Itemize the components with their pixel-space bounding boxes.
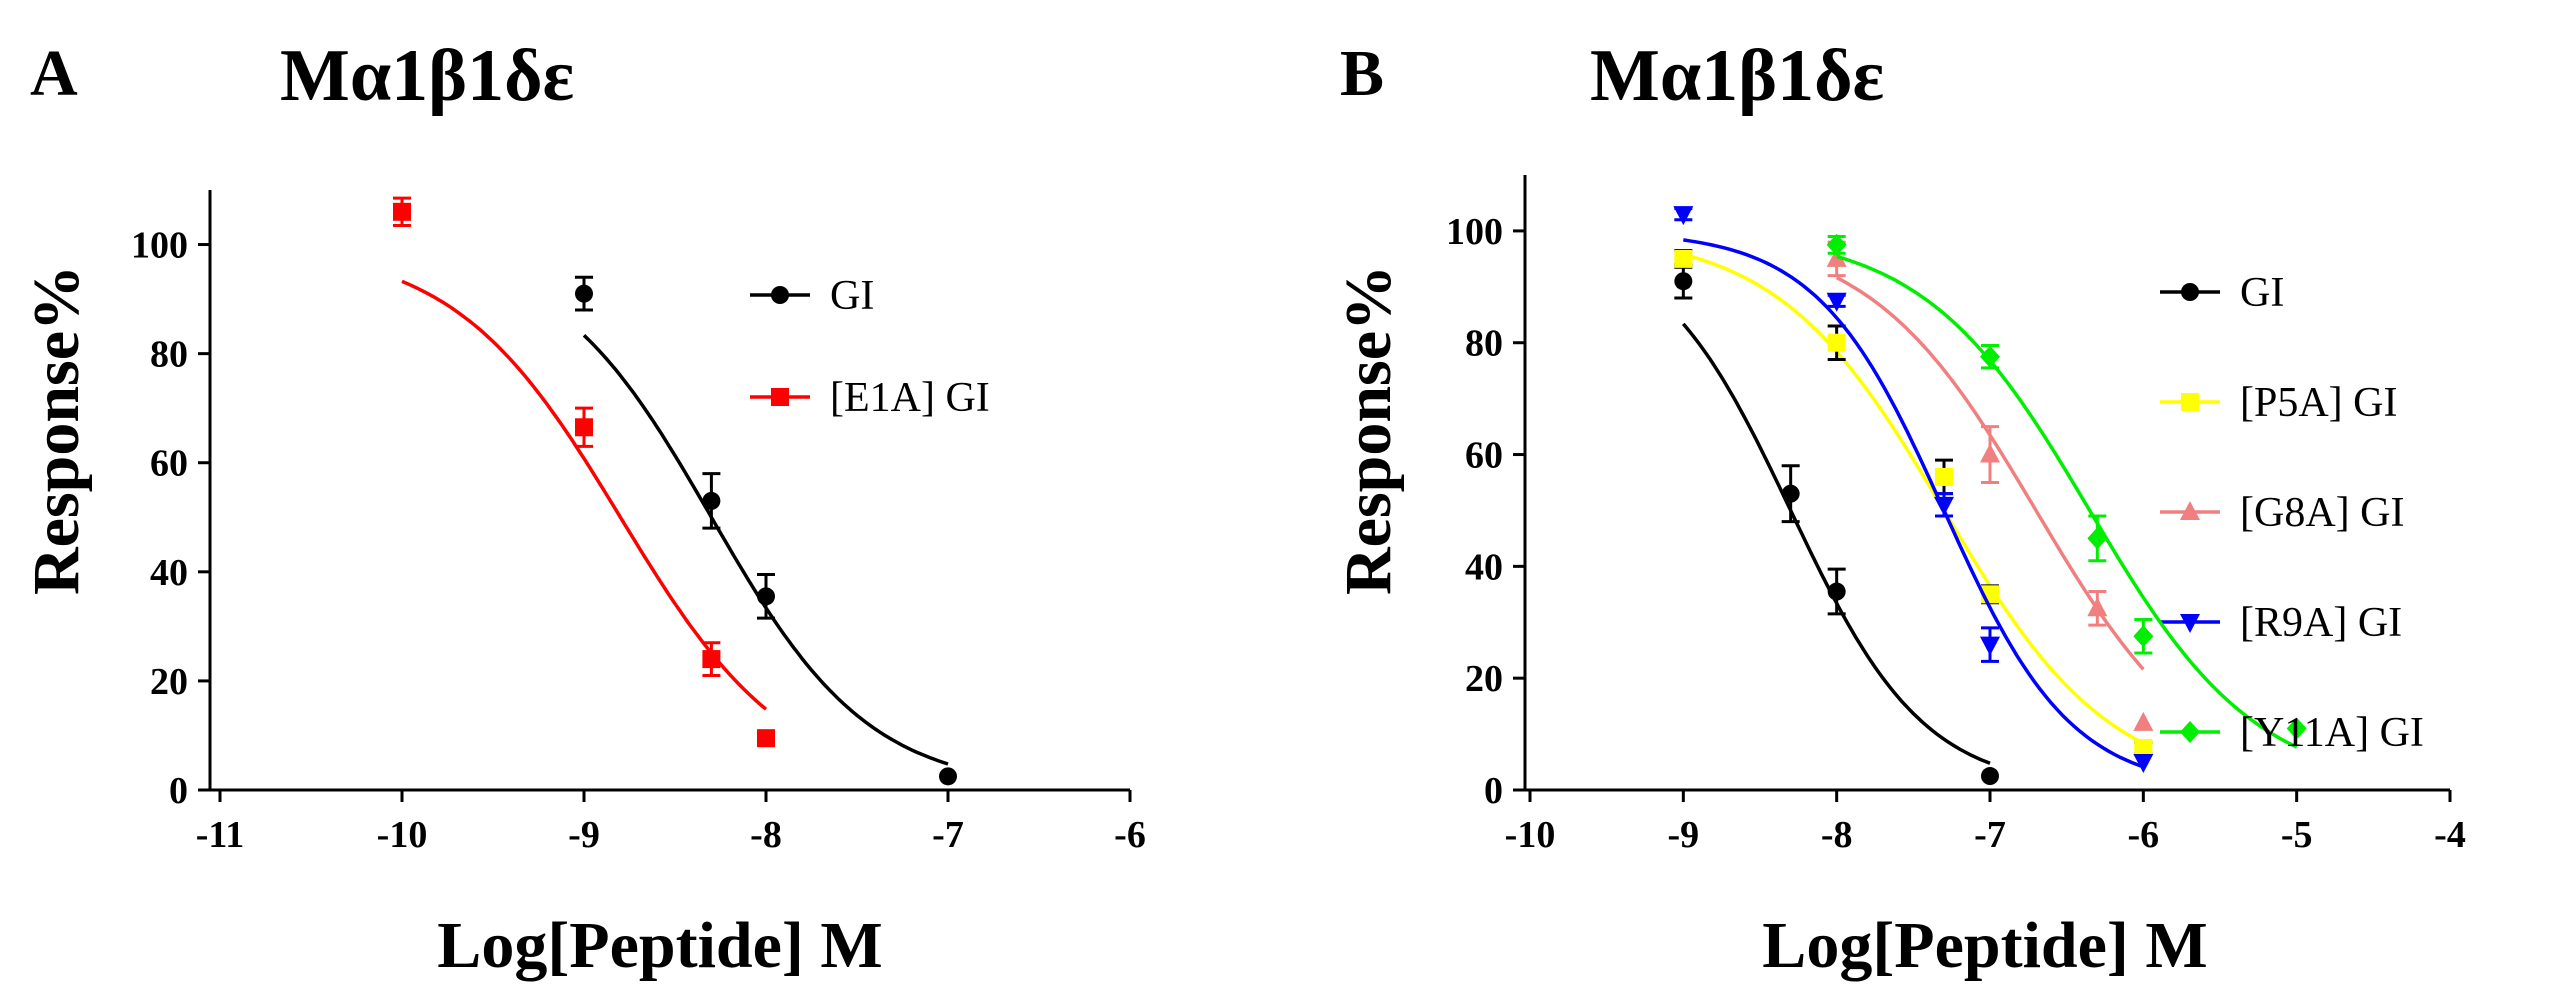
panel-a-series-0-point: [702, 491, 721, 510]
panel-b-y-tick-label: 40: [1465, 546, 1503, 588]
panel-a-y-tick-label: 40: [150, 552, 188, 594]
panel-b-series-2-point: [2087, 597, 2108, 617]
panel-b-series-4-point: [2087, 527, 2108, 550]
panel-b-series-4-legend-marker: [2180, 721, 2200, 743]
panel-a-y-tick-label: 60: [150, 443, 188, 485]
panel-b-series-1-legend-label: [P5A] GI: [2240, 380, 2397, 426]
panel-a-x-axis-title: Log[Peptide] M: [437, 909, 882, 982]
panel-a-series-1-point: [575, 418, 593, 437]
panel-b-series-3-point: [1934, 496, 1954, 516]
panel-b-y-tick-label: 60: [1465, 435, 1503, 477]
panel-b-series-2-legend-marker: [2180, 501, 2200, 520]
panel-b-series-4-point: [1980, 345, 2000, 368]
panel-a-series-0-legend-label: GI: [830, 273, 874, 319]
panel-letter-a: A: [30, 37, 78, 110]
panel-a-title: Mα1β1δε: [280, 35, 574, 117]
panel-b-series-3-point: [1673, 206, 1694, 226]
panel-b-series-1-point: [1827, 333, 1846, 352]
panel-b-series-4-point: [1826, 233, 1847, 256]
panel-b-x-tick-label: -8: [1821, 814, 1853, 856]
panel-b-series-1-point: [1674, 249, 1693, 268]
panel-b-series-1-point: [1935, 467, 1953, 486]
panel-a-plot-area: 0 20 40 60 80 100 -11 -10 -9 -8 -7 -6 GI [E1A] GI: [131, 190, 1146, 856]
panel-b-series-0-fit-curve: [1681, 322, 1991, 765]
panel-a-x-tick-label: -7: [932, 814, 964, 856]
panel-a-series-1-fit-curve: [401, 279, 768, 711]
panel-b-series-3-legend-label: [R9A] GI: [2240, 600, 2402, 646]
panel-b-series-3-legend-marker: [2180, 614, 2200, 633]
panel-b-series-3-point: [1826, 292, 1847, 312]
panel-a-y-tick-label: 0: [169, 770, 188, 812]
panel-a-series-1-legend-marker: [771, 388, 789, 406]
panel-b-series-3-point: [2133, 754, 2154, 774]
panel-a-series-1-point: [393, 202, 411, 221]
panel-b-series-0-legend-marker: [2181, 283, 2199, 301]
panel-a-series-0-point: [939, 767, 957, 786]
panel-b-series-0-point: [1827, 582, 1846, 601]
panel-b-series-0-point: [1981, 767, 1999, 786]
panel-b-title: Mα1β1δε: [1590, 35, 1884, 117]
panel-b-x-tick-label: -7: [1974, 814, 2006, 856]
panel-b-series-1-legend-marker: [2181, 393, 2199, 411]
panel-b-series-3-point: [1980, 636, 2000, 656]
panel-b-x-tick-label: -4: [2434, 814, 2466, 856]
panel-a-series-1-legend-label: [E1A] GI: [830, 375, 990, 421]
panel-a-series-1-point: [757, 729, 775, 748]
panel-b-x-tick-label: -10: [1505, 814, 1556, 856]
panel-a-y-tick-label: 20: [150, 661, 188, 703]
panel-b-series-2-point: [2133, 711, 2154, 731]
panel-b-series-1-fit-curve: [1682, 252, 2145, 745]
panel-b-series-4-legend-label: [Y11A] GI: [2240, 710, 2424, 756]
panel-a-x-tick-label: -6: [1114, 814, 1146, 856]
panel-b-y-tick-label: 0: [1484, 770, 1503, 812]
panel-b-series-2-point: [1980, 443, 2000, 463]
panel-b-x-tick-label: -5: [2281, 814, 2313, 856]
panel-a-series-1-point: [702, 650, 721, 669]
panel-a-y-tick-label: 100: [131, 225, 188, 267]
panel-b-series-0-point: [1781, 484, 1800, 503]
panel-a-x-tick-label: -10: [377, 814, 428, 856]
panel-letter-b: B: [1340, 37, 1384, 110]
panel-b-series-1-point: [2134, 739, 2153, 758]
panel-b-series-3-fit-curve: [1683, 238, 2144, 769]
panel-b-series-4-fit-curve: [1836, 254, 2298, 749]
panel-a-series-0-point: [757, 587, 775, 606]
panel-b-series-0-point: [1674, 272, 1693, 291]
panel-a: A Mα1β1δε Response% Log[Peptide] M 0 20 40…: [20, 35, 1146, 982]
panel-b-x-axis-title: Log[Peptide] M: [1762, 909, 2207, 982]
panel-b-y-tick-label: 80: [1465, 323, 1503, 365]
panel-a-x-tick-label: -8: [750, 814, 782, 856]
panel-b: B Mα1β1δε Response% Log[Peptide] M 0 20 40…: [1332, 35, 2466, 982]
panel-a-series-0-point: [575, 284, 593, 303]
panel-a-y-axis-title: Response%: [20, 265, 93, 595]
panel-a-series-0-legend-marker: [771, 286, 789, 304]
panel-b-y-tick-label: 100: [1446, 211, 1503, 253]
panel-b-x-tick-label: -6: [2128, 814, 2160, 856]
panel-b-series-2-legend-label: [G8A] GI: [2240, 490, 2404, 536]
panel-b-plot-area: 0 20 40 60 80 100 -10 -9 -8 -7 -6 -5 -4 GI [P5A] GI [G8…: [1446, 175, 2466, 856]
panel-a-x-tick-label: -11: [196, 814, 245, 856]
panel-b-y-tick-label: 20: [1465, 658, 1503, 700]
panel-b-series-0-legend-label: GI: [2240, 270, 2284, 316]
panel-b-series-4-point: [2133, 625, 2154, 648]
panel-b-y-axis-title: Response%: [1332, 265, 1405, 595]
panel-a-y-tick-label: 80: [150, 334, 188, 376]
panel-b-series-4-point: [2286, 717, 2307, 740]
panel-b-x-tick-label: -9: [1668, 814, 1700, 856]
panel-a-x-tick-label: -9: [568, 814, 600, 856]
